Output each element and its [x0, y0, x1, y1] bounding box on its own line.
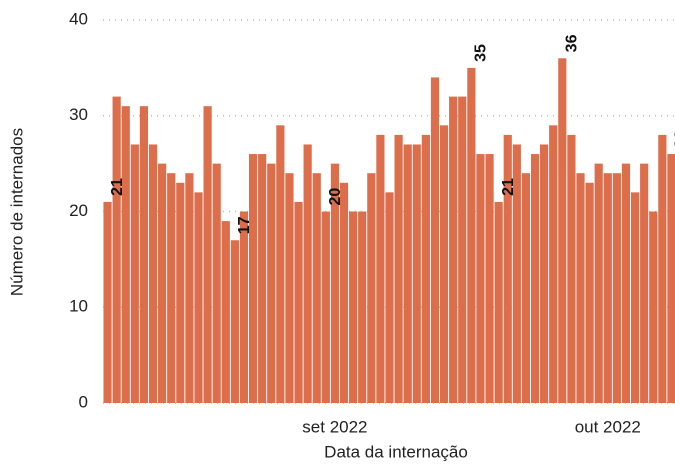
bar — [503, 134, 512, 403]
bar — [185, 173, 194, 403]
bar — [330, 163, 340, 403]
y-tick-label: 30 — [69, 105, 88, 124]
bar — [349, 211, 358, 403]
bar — [203, 106, 212, 404]
data-label: 21 — [109, 178, 126, 196]
bar — [621, 163, 631, 403]
bar — [549, 125, 558, 403]
bar — [576, 173, 585, 403]
data-label: 36 — [564, 34, 581, 52]
bar — [430, 77, 440, 403]
bar — [667, 154, 675, 403]
x-tick-label: out 2022 — [575, 417, 641, 436]
bar — [212, 163, 221, 403]
data-label: 21 — [500, 178, 517, 196]
y-axis-label: Número de internados — [7, 128, 26, 296]
bar — [239, 211, 249, 403]
bar — [649, 211, 658, 403]
bar — [176, 182, 185, 403]
bar — [312, 173, 321, 403]
bar — [403, 144, 412, 403]
bar — [585, 182, 594, 403]
bar — [494, 201, 503, 403]
bar — [612, 173, 621, 403]
bar — [412, 144, 421, 403]
bar — [567, 134, 576, 403]
data-label: 26 — [673, 130, 675, 148]
bar — [258, 154, 267, 403]
bar — [630, 192, 640, 403]
bar — [230, 240, 239, 403]
bar — [294, 201, 303, 403]
bar — [394, 134, 403, 403]
bar — [103, 201, 112, 403]
bar — [367, 173, 376, 403]
data-label: 17 — [236, 216, 253, 234]
bar — [321, 211, 330, 403]
bar — [358, 211, 367, 403]
bar — [276, 125, 285, 403]
bar — [467, 67, 476, 403]
bar — [421, 134, 430, 403]
bar — [303, 144, 312, 403]
y-tick-label: 10 — [69, 297, 88, 316]
bar — [339, 182, 349, 403]
x-axis-label: Data da internação — [324, 442, 468, 461]
data-label: 35 — [473, 44, 490, 62]
bar — [267, 163, 276, 403]
bar — [194, 192, 203, 403]
bar — [112, 96, 121, 403]
bar — [148, 144, 158, 403]
bar — [121, 106, 130, 404]
bar — [603, 173, 612, 403]
bar — [167, 173, 176, 403]
bar — [512, 144, 521, 403]
bar — [285, 173, 294, 403]
bar — [248, 154, 258, 403]
bar — [485, 154, 494, 403]
bar — [658, 134, 667, 403]
bar — [476, 154, 485, 403]
bar — [594, 163, 603, 403]
bar — [139, 106, 149, 404]
bar — [376, 134, 385, 403]
bar — [449, 96, 458, 403]
bar — [130, 144, 139, 403]
y-tick-label: 20 — [69, 201, 88, 220]
bar — [158, 163, 167, 403]
bar — [221, 221, 230, 403]
x-tick-label: set 2022 — [302, 417, 367, 436]
bar — [439, 125, 449, 403]
bar — [558, 58, 567, 404]
bar — [458, 96, 467, 403]
y-tick-label: 0 — [79, 392, 88, 411]
bar — [530, 154, 540, 403]
bar — [540, 144, 549, 403]
bar — [521, 173, 531, 403]
bar — [640, 163, 649, 403]
bar — [385, 192, 394, 403]
data-label: 20 — [327, 188, 344, 206]
y-tick-label: 40 — [69, 9, 88, 28]
